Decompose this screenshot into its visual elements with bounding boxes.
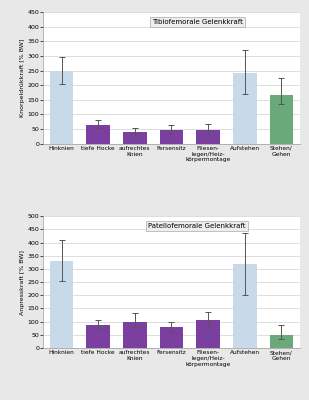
Bar <box>159 130 184 144</box>
Y-axis label: Anpresskraft [% BW]: Anpresskraft [% BW] <box>19 250 25 314</box>
Text: Patellofemorale Gelenkkraft: Patellofemorale Gelenkkraft <box>148 223 246 229</box>
Bar <box>86 125 110 144</box>
Bar <box>123 132 147 144</box>
Bar <box>196 130 220 144</box>
Text: Tibiofemorale Gelenkkraft: Tibiofemorale Gelenkkraft <box>152 18 243 24</box>
Bar <box>269 96 293 144</box>
Bar <box>123 322 147 348</box>
Bar <box>196 320 220 348</box>
Bar <box>50 261 74 348</box>
Bar <box>269 335 293 348</box>
Bar <box>159 327 184 348</box>
Y-axis label: Knorpeldrükkraft [% BW]: Knorpeldrükkraft [% BW] <box>19 39 25 117</box>
Bar <box>233 74 257 144</box>
Bar <box>86 325 110 348</box>
Bar <box>50 70 74 144</box>
Bar <box>233 264 257 348</box>
